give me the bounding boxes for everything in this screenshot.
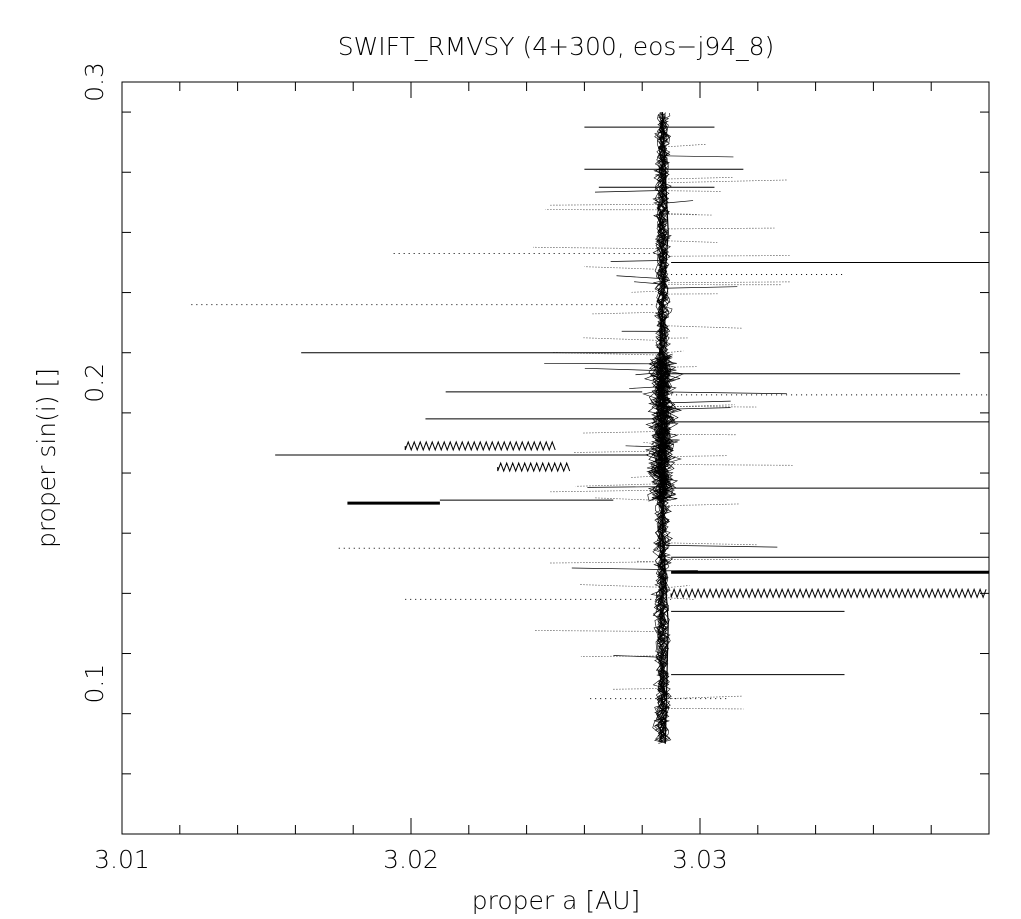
- cluster-excursion: [662, 503, 739, 507]
- cluster-excursion: [662, 542, 758, 546]
- cluster-excursion: [662, 286, 738, 289]
- cluster-orbit: [654, 116, 671, 739]
- x-axis-label: proper a [AU]: [472, 886, 641, 915]
- axis-ticks: [121, 82, 990, 835]
- cluster-excursion: [662, 177, 733, 180]
- cluster-excursion: [662, 597, 695, 600]
- cluster-excursion: [571, 567, 663, 570]
- cluster-excursion: [637, 560, 663, 563]
- track-line: [497, 461, 571, 473]
- data-tracks: [191, 126, 989, 700]
- cluster-excursion: [662, 707, 744, 710]
- cluster-excursion: [662, 200, 694, 204]
- cluster-excursion: [662, 695, 743, 700]
- cluster-excursion: [587, 486, 663, 488]
- cluster-excursion: [583, 431, 663, 434]
- cluster-excursion: [629, 386, 663, 389]
- cluster-orbit: [654, 120, 672, 743]
- cluster-excursion: [583, 337, 663, 341]
- cluster-excursion: [548, 203, 663, 206]
- data-cluster: [533, 112, 793, 744]
- y-tick-labels: 0.1 0.2 0.3: [80, 62, 109, 703]
- cluster-excursion: [662, 179, 789, 184]
- y-tick-label: 0.3: [80, 62, 109, 102]
- cluster-excursion: [631, 290, 663, 293]
- cluster-excursion: [584, 266, 663, 270]
- cluster-excursion: [642, 441, 663, 446]
- y-axis-label: proper sin(i) []: [32, 368, 61, 548]
- track-line: [404, 440, 556, 452]
- cluster-excursion: [616, 275, 663, 279]
- cluster-excursion: [635, 372, 663, 376]
- cluster-excursion: [662, 155, 734, 158]
- cluster-excursion: [662, 406, 757, 408]
- y-tick-label: 0.2: [80, 363, 109, 403]
- cluster-orbit: [650, 117, 672, 738]
- cluster-excursion: [630, 475, 663, 478]
- cluster-excursion: [625, 445, 663, 448]
- chart-title: SWIFT_RMVSY (4+300, eos−j94_8): [338, 32, 775, 61]
- cluster-orbit: [652, 113, 671, 742]
- cluster-orbit: [653, 119, 672, 743]
- cluster-excursion: [549, 561, 663, 564]
- cluster-excursion: [634, 281, 663, 285]
- cluster-excursion: [611, 688, 663, 690]
- cluster-excursion: [592, 311, 663, 315]
- cluster-excursion: [662, 190, 721, 192]
- cluster-excursion: [662, 325, 744, 329]
- cluster-orbit: [653, 112, 672, 744]
- cluster-excursion: [594, 190, 663, 193]
- cluster-excursion: [662, 391, 787, 395]
- cluster-excursion: [662, 433, 736, 436]
- cluster-excursion: [662, 464, 793, 466]
- cluster-excursion: [662, 255, 791, 257]
- x-tick-label: 3.02: [383, 845, 439, 874]
- cluster-excursion: [662, 227, 775, 230]
- cluster-excursion: [579, 584, 663, 588]
- x-tick-labels: 3.01 3.02 3.03: [94, 845, 728, 874]
- cluster-excursion: [662, 350, 684, 354]
- cluster-excursion: [662, 213, 713, 216]
- cluster-orbit: [653, 116, 673, 744]
- cluster-excursion: [662, 281, 790, 284]
- cluster-excursion: [662, 455, 728, 458]
- cluster-excursion: [552, 352, 663, 356]
- plot-frame: [121, 81, 990, 835]
- cluster-excursion: [662, 400, 731, 404]
- cluster-excursion: [575, 483, 663, 487]
- cluster-excursion: [584, 367, 663, 372]
- cluster-excursion: [613, 655, 663, 658]
- cluster-excursion: [610, 260, 663, 262]
- cluster-excursion: [533, 246, 663, 250]
- cluster-excursion: [572, 450, 663, 453]
- cluster-excursion: [662, 143, 708, 148]
- cluster-excursion: [533, 630, 663, 632]
- x-tick-label: 3.01: [94, 845, 150, 874]
- cluster-excursion: [662, 544, 778, 548]
- cluster-excursion: [662, 240, 718, 243]
- track-line: [670, 587, 987, 599]
- y-tick-label: 0.1: [80, 664, 109, 704]
- cluster-excursion: [662, 407, 731, 410]
- cluster-excursion: [548, 489, 663, 493]
- cluster-orbit: [652, 117, 673, 741]
- x-tick-label: 3.03: [672, 845, 728, 874]
